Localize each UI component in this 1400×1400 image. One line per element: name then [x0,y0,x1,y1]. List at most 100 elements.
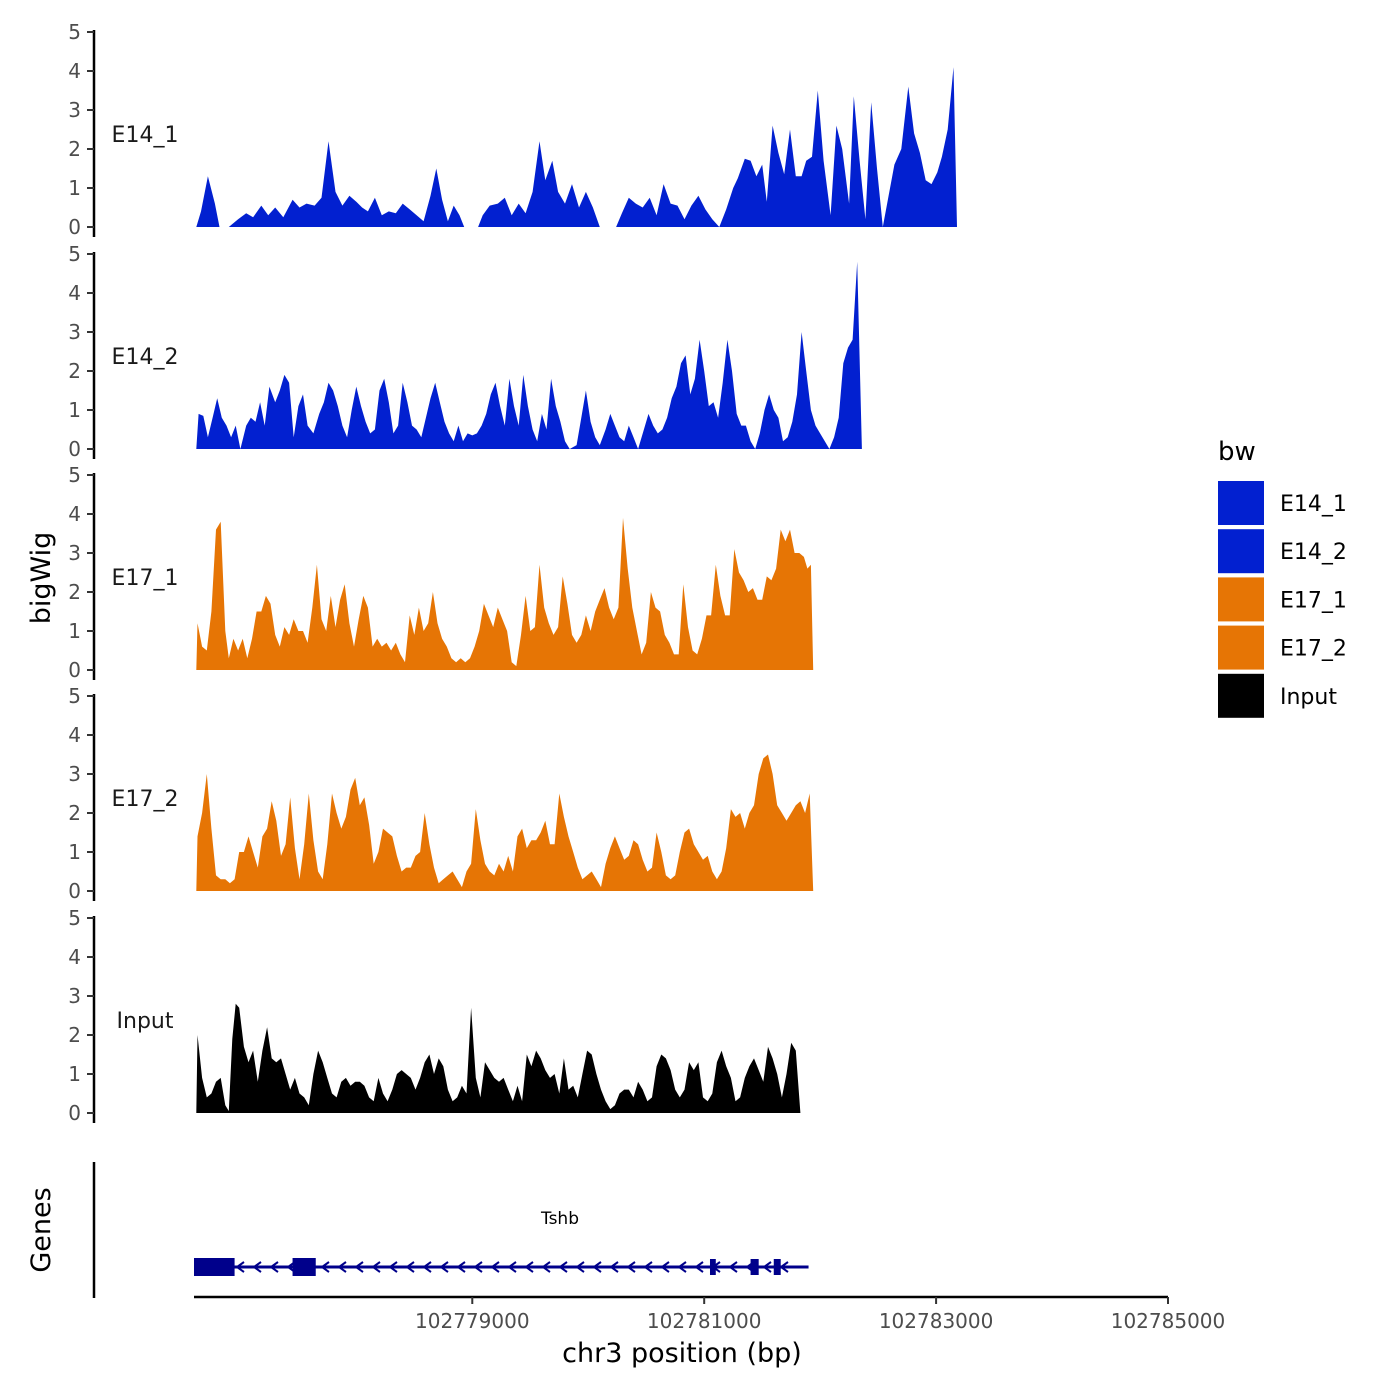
legend-swatch-Input [1218,673,1264,718]
track-E17_1: 0 1 2 3 4 5 [68,463,814,682]
x-axis-title: chr3 position (bp) [562,1338,802,1369]
track-label-E17_1: E17_1 [112,566,179,591]
legend-label-E14_2: E14_2 [1280,540,1347,565]
legend-title: bw [1218,437,1256,467]
genes-axis-title: Genes [26,1187,57,1272]
gene-exon [194,1258,235,1276]
legend-label-E17_2: E17_2 [1280,637,1347,662]
strand-arrow [694,1261,704,1273]
strand-arrow [371,1261,381,1273]
track-Input: 0 1 2 3 4 5 [68,906,801,1125]
strand-arrow [592,1261,602,1273]
strand-arrow [354,1261,364,1273]
y-tick-label: 2 [68,359,81,383]
strand-arrow [490,1261,500,1273]
y-tick-label: 3 [68,320,81,344]
legend-label-E17_1: E17_1 [1280,588,1347,613]
strand-arrow [388,1261,398,1273]
strand-arrow [269,1261,279,1273]
track-E14_1: 0 1 2 3 4 5 [68,20,958,239]
y-tick-label: 1 [68,840,81,864]
track-label-E17_2: E17_2 [112,787,179,812]
gene-exon [773,1259,781,1275]
legend-label-Input: Input [1280,685,1337,710]
y-tick-label: 3 [68,762,81,786]
x-tick-label: 102781000 [647,1309,762,1333]
strand-arrow [541,1261,551,1273]
strand-arrow [405,1261,415,1273]
strand-arrow [728,1261,738,1273]
strand-arrow [762,1261,772,1273]
strand-arrow [660,1261,670,1273]
area-Input [196,1003,801,1113]
legend-label-E14_1: E14_1 [1280,492,1347,517]
x-tick-label: 102783000 [879,1309,994,1333]
strand-arrow [626,1261,636,1273]
strand-arrow [337,1261,347,1273]
strand-arrow [235,1261,245,1273]
legend-swatch-E17_1 [1218,577,1264,622]
track-label-E14_2: E14_2 [112,345,179,370]
strand-arrow [677,1261,687,1273]
legend: bw E14_1 E14_2 E17_1 E17_2 Input [1218,437,1347,718]
y-tick-label: 1 [68,1062,81,1086]
gene-exon [709,1259,716,1275]
y-tick-label: 5 [68,20,81,44]
legend-swatch-E14_1 [1218,481,1264,525]
strand-arrow [252,1261,262,1273]
track-label-E14_1: E14_1 [112,123,179,148]
y-axis-title: bigWig [26,532,57,625]
strand-arrow [779,1261,789,1273]
x-tick-label: 102779000 [415,1309,530,1333]
y-tick-label: 2 [68,801,81,825]
y-tick-label: 5 [68,463,81,487]
y-tick-label: 0 [68,1101,81,1125]
area-E14_2 [196,261,862,449]
area-E17_2 [196,754,814,891]
track-E17_2: 0 1 2 3 4 5 [68,684,814,903]
y-tick-label: 4 [68,281,81,305]
strand-arrow [473,1261,483,1273]
strand-arrow [558,1261,568,1273]
gene-exon [750,1259,759,1275]
area-E14_1 [196,67,958,227]
y-tick-label: 2 [68,137,81,161]
y-tick-label: 0 [68,215,81,239]
y-tick-label: 5 [68,242,81,266]
x-tick-label: 102785000 [1111,1309,1226,1333]
gene-name-label: Tshb [540,1209,579,1229]
strand-arrow [422,1261,432,1273]
track-labels: E14_1 E14_2 E17_1 E17_2 Input [112,123,179,1034]
legend-swatch-E14_2 [1218,529,1264,574]
y-tick-label: 3 [68,984,81,1008]
y-tick-label: 3 [68,541,81,565]
strand-arrow [507,1261,517,1273]
y-tick-label: 1 [68,176,81,200]
y-tick-label: 4 [68,723,81,747]
x-axis: 102779000 102781000 102783000 102785000 [194,1295,1226,1333]
y-tick-label: 4 [68,59,81,83]
y-tick-label: 1 [68,619,81,643]
strand-arrow [575,1261,585,1273]
strand-arrow [609,1261,619,1273]
y-tick-label: 2 [68,580,81,604]
y-tick-label: 3 [68,98,81,122]
strand-arrow [456,1261,466,1273]
strand-arrow [320,1261,330,1273]
y-tick-label: 1 [68,398,81,422]
y-tick-label: 0 [68,879,81,903]
legend-swatch-E17_2 [1218,625,1264,670]
strand-arrow [524,1261,534,1273]
gene-track: Tshb [92,1162,809,1298]
y-tick-label: 0 [68,437,81,461]
y-tick-label: 5 [68,906,81,930]
track-label-Input: Input [117,1009,174,1034]
y-tick-label: 0 [68,658,81,682]
strand-arrow [439,1261,449,1273]
y-tick-label: 2 [68,1023,81,1047]
area-E17_1 [196,517,814,670]
y-tick-label: 4 [68,502,81,526]
strand-arrow [643,1261,653,1273]
